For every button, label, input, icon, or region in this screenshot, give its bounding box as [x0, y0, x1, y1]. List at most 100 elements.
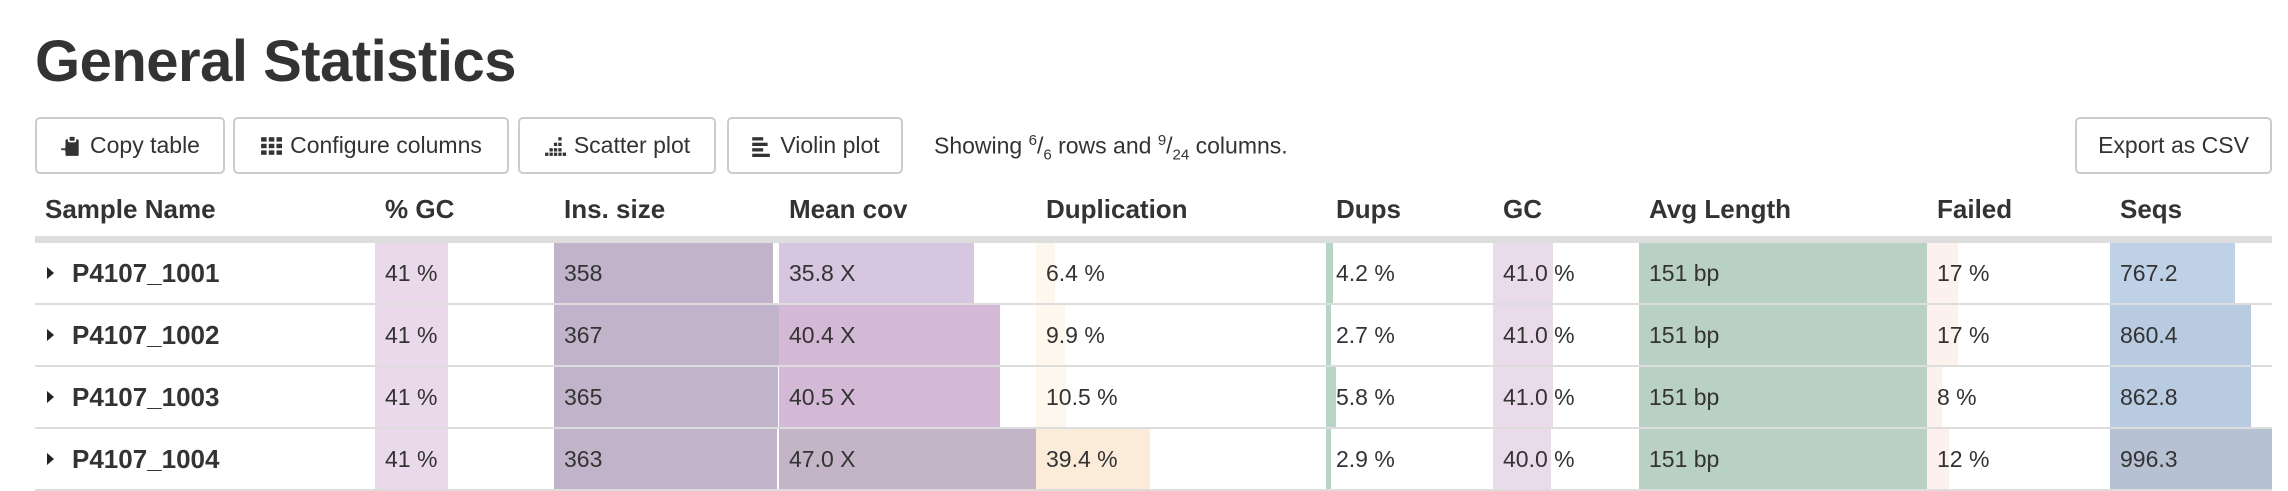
scatter-icon	[544, 136, 566, 156]
data-cell: 40.4 X	[779, 304, 1036, 367]
scatter-plot-label: Scatter plot	[573, 132, 691, 158]
cell-bar	[2110, 243, 2235, 303]
sample-name-cell[interactable]: P4107_1002	[35, 304, 375, 367]
data-cell: 860.4	[2110, 304, 2272, 367]
cell-bar	[779, 305, 1001, 365]
data-cell: 996.3	[2110, 428, 2272, 491]
cell-bar	[1927, 367, 1942, 427]
cell-bar	[1639, 243, 1927, 303]
cell-value: 12 %	[1937, 445, 1990, 472]
column-header[interactable]: Mean cov	[779, 182, 1036, 243]
cell-value: 151 bp	[1649, 445, 1720, 472]
cell-bar	[1927, 429, 1949, 489]
cell-bar	[1326, 305, 1331, 365]
data-cell: 41 %	[375, 366, 554, 429]
cell-value: 4.2 %	[1336, 259, 1395, 286]
cell-bar	[1639, 429, 1927, 489]
data-cell: 17 %	[1927, 239, 2110, 305]
data-cell: 41 %	[375, 304, 554, 367]
sample-name-cell[interactable]: P4107_1004	[35, 428, 375, 491]
expand-caret-icon[interactable]	[47, 328, 54, 341]
violin-bars-icon	[752, 136, 771, 157]
cell-bar	[554, 305, 779, 365]
sample-name-cell[interactable]: P4107_1001	[35, 239, 375, 305]
data-cell: 41.0 %	[1493, 366, 1639, 429]
column-header[interactable]: Dups	[1326, 182, 1493, 243]
cell-value: 41.0 %	[1503, 321, 1575, 348]
configure-columns-button[interactable]: Configure columns	[233, 117, 509, 174]
cell-bar	[554, 367, 778, 427]
expand-caret-icon[interactable]	[47, 266, 54, 279]
cell-value: 767.2	[2120, 259, 2178, 286]
cell-value: 41 %	[385, 383, 438, 410]
cell-value: 2.9 %	[1336, 445, 1395, 472]
cell-value: 9.9 %	[1046, 321, 1105, 348]
cell-bar	[375, 243, 449, 303]
cell-bar	[779, 429, 1036, 489]
cell-bar	[779, 243, 975, 303]
data-cell: 41.0 %	[1493, 239, 1639, 305]
configure-columns-label: Configure columns	[290, 132, 482, 158]
table-header-row: Sample Name% GC Ins. size Mean cov Duplicat…	[35, 182, 2272, 243]
cell-value: 17 %	[1937, 259, 1990, 286]
column-header[interactable]: Sample Name	[35, 182, 375, 243]
cell-value: 358	[564, 259, 603, 286]
column-header[interactable]: Avg Length	[1639, 182, 1927, 243]
cell-value: 47.0 X	[789, 445, 856, 472]
cell-value: 151 bp	[1649, 259, 1720, 286]
table-row: P4107_1004 41 % 363 47.0 X 39.4 % 2.9 % 40.0 %…	[35, 428, 2272, 491]
column-header[interactable]: Failed	[1927, 182, 2110, 243]
column-header[interactable]: GC	[1493, 182, 1639, 243]
column-header[interactable]: Seqs	[2110, 182, 2272, 243]
cell-value: 40.5 X	[789, 383, 856, 410]
sample-name-cell[interactable]: P4107_1003	[35, 366, 375, 429]
data-cell: 151 bp	[1639, 366, 1927, 429]
sample-name: P4107_1004	[72, 443, 220, 474]
violin-plot-button[interactable]: Violin plot	[727, 117, 903, 174]
cell-value: 40.4 X	[789, 321, 856, 348]
cell-value: 860.4	[2120, 321, 2178, 348]
column-header[interactable]: Ins. size	[554, 182, 779, 243]
scatter-plot-button[interactable]: Scatter plot	[518, 117, 716, 174]
cell-value: 41 %	[385, 445, 438, 472]
cell-value: 39.4 %	[1046, 445, 1118, 472]
data-cell: 363	[554, 428, 779, 491]
cell-value: 862.8	[2120, 383, 2178, 410]
cell-bar	[1326, 429, 1331, 489]
table-row: P4107_1003 41 % 365 40.5 X 10.5 % 5.8 % 41.0 %…	[35, 366, 2272, 429]
sample-name: P4107_1002	[72, 319, 220, 350]
cell-bar	[2110, 367, 2251, 427]
cell-value: 17 %	[1937, 321, 1990, 348]
copy-table-button[interactable]: Copy table	[35, 117, 225, 174]
expand-caret-icon[interactable]	[47, 390, 54, 403]
data-cell: 35.8 X	[779, 239, 1036, 305]
export-csv-button[interactable]: Export as CSV	[2075, 117, 2272, 174]
copy-table-label: Copy table	[90, 132, 200, 158]
expand-caret-icon[interactable]	[47, 452, 54, 465]
data-cell: 365	[554, 366, 779, 429]
cell-bar	[1493, 305, 1553, 365]
data-cell: 358	[554, 239, 779, 305]
table-row: P4107_1002 41 % 367 40.4 X 9.9 % 2.7 % 41.0 % 1…	[35, 304, 2272, 367]
data-cell: 151 bp	[1639, 304, 1927, 367]
page-title: General Statistics	[35, 29, 517, 94]
cell-bar	[1927, 243, 1959, 303]
cell-value: 41.0 %	[1503, 259, 1575, 286]
data-cell: 8 %	[1927, 366, 2110, 429]
column-header[interactable]: % GC	[375, 182, 554, 243]
data-cell: 9.9 %	[1036, 304, 1326, 367]
data-cell: 41.0 %	[1493, 304, 1639, 367]
column-header[interactable]: Duplication	[1036, 182, 1326, 243]
cell-bar	[779, 367, 1001, 427]
cell-bar	[1036, 367, 1067, 427]
data-cell: 41 %	[375, 428, 554, 491]
data-cell: 10.5 %	[1036, 366, 1326, 429]
sample-name: P4107_1003	[72, 381, 220, 412]
violin-plot-label: Violin plot	[780, 132, 880, 158]
cell-value: 41 %	[385, 259, 438, 286]
clipboard-icon	[61, 134, 79, 156]
cell-value: 10.5 %	[1046, 383, 1118, 410]
data-cell: 39.4 %	[1036, 428, 1326, 491]
cell-value: 6.4 %	[1046, 259, 1105, 286]
cell-bar	[2110, 305, 2251, 365]
